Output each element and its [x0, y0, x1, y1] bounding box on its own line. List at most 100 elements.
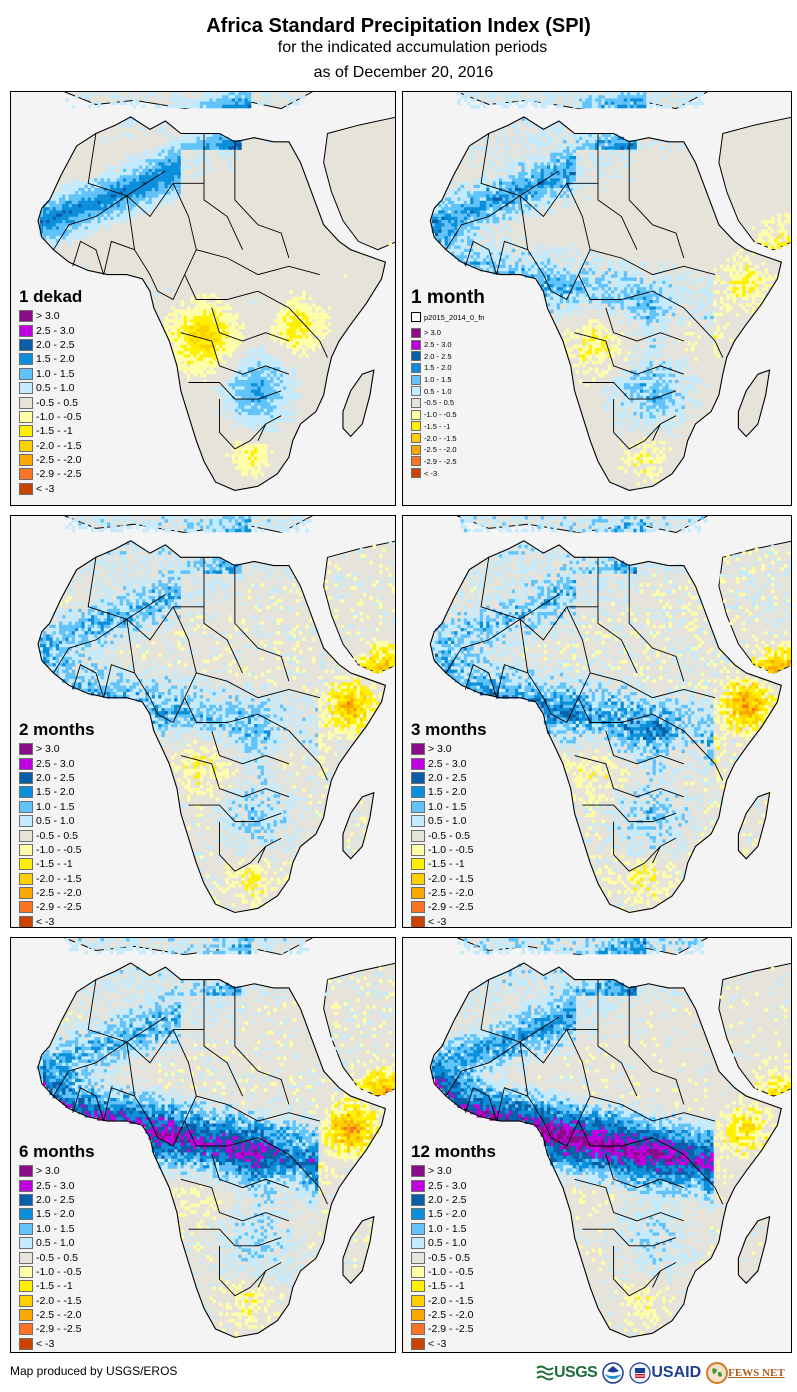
legend-label: 2.0 - 2.5 [36, 339, 75, 351]
legend-swatch [411, 757, 425, 770]
legend-swatch [411, 872, 425, 885]
legend-swatch [411, 456, 421, 467]
legend-item: 1.0 - 1.5 [411, 800, 487, 814]
date-line: as of December 20, 2016 [0, 64, 797, 82]
legend-label: -2.5 - -2.0 [36, 454, 82, 466]
country-borders [53, 557, 328, 872]
legend-item: -0.5 - 0.5 [411, 1250, 496, 1264]
country-border [480, 557, 598, 641]
legend-item: < -3 [411, 1337, 496, 1351]
legend-label: -1.5 - -1 [428, 1280, 465, 1292]
legend-swatch [19, 324, 33, 337]
legend-swatch [19, 800, 33, 813]
country-border [304, 324, 328, 358]
legend-title: 12 months [411, 1143, 496, 1161]
spi-map [37, 92, 395, 491]
legend-label: 0.5 - 1.0 [36, 815, 75, 827]
legend-swatch [19, 1309, 33, 1322]
red-sea [304, 565, 343, 657]
legend-label: 1.5 - 2.0 [36, 786, 75, 798]
spi-map [429, 516, 791, 914]
country-border [496, 240, 528, 275]
country-border [597, 133, 638, 250]
map-legend: 1 dekad > 3.0 2.5 - 3.0 2.0 - 2.5 1.5 - 2.0 1… [19, 288, 82, 496]
madagascar-landmass [342, 370, 374, 437]
legend-swatch [19, 1337, 33, 1350]
country-border [699, 324, 724, 358]
country-border [53, 1016, 166, 1097]
country-border [188, 382, 282, 400]
legend-swatch [19, 1193, 33, 1206]
legend-swatch [19, 1222, 33, 1235]
legend-item: -2.9 - -2.5 [19, 1322, 95, 1336]
noaa-logo [602, 1362, 625, 1384]
legend-label: 0.5 - 1.0 [428, 1237, 467, 1249]
legend-swatch [19, 1165, 33, 1178]
country-border [613, 399, 677, 450]
legend-label: > 3.0 [428, 1165, 452, 1177]
legend-item: -2.5 - -2.0 [411, 444, 485, 456]
legend-label: -2.9 - -2.5 [428, 901, 474, 913]
legend-label: -2.5 - -2.0 [428, 1309, 474, 1321]
legend-label: 2.0 - 2.5 [428, 772, 467, 784]
legend-swatch [19, 872, 33, 885]
country-border [582, 382, 677, 400]
legend-label: > 3.0 [36, 310, 60, 322]
legend-item: -0.5 - 0.5 [19, 395, 82, 409]
legend-item: > 3.0 [411, 1164, 496, 1178]
legend-item: 2.0 - 2.5 [19, 1193, 95, 1207]
fewsnet-wordmark: FEWS NET [728, 1367, 785, 1379]
country-borders [53, 979, 328, 1297]
legend-label: -0.5 - 0.5 [424, 398, 454, 407]
country-border [87, 979, 204, 1064]
country-border [188, 804, 282, 823]
country-border [234, 565, 290, 682]
legend-label: > 3.0 [428, 743, 452, 755]
country-border [184, 1120, 305, 1172]
country-border [597, 557, 638, 674]
usaid-seal-icon [629, 1362, 651, 1384]
map-panel-month1: 1 month p2015_2014_0_fn > 3.0 2.5 - 3.0 2.0 … [402, 91, 792, 506]
legend-item: -0.5 - 0.5 [19, 828, 95, 842]
legend-item: -1.0 - -0.5 [19, 410, 82, 424]
country-border [566, 1029, 591, 1122]
country-border [628, 565, 685, 682]
legend-label: < -3 [36, 1338, 54, 1350]
legend-label: -0.5 - 0.5 [36, 397, 78, 409]
legend-swatch [411, 351, 421, 362]
legend-item: -2.0 - -1.5 [19, 439, 82, 453]
legend-swatch [411, 1280, 425, 1293]
legend-label: 2.5 - 3.0 [36, 1180, 75, 1192]
legend-swatch [411, 312, 421, 322]
legend-swatch [411, 1208, 425, 1221]
legend-label: 2.5 - 3.0 [36, 325, 75, 337]
usaid-wordmark: USAID [651, 1364, 701, 1382]
country-border [218, 399, 282, 450]
map-legend: 6 months > 3.0 2.5 - 3.0 2.0 - 2.5 1.5 - 2.0… [19, 1143, 95, 1351]
map-panel-dekad1: 1 dekad > 3.0 2.5 - 3.0 2.0 - 2.5 1.5 - 2.0 1… [10, 91, 396, 506]
fewsnet-globe-icon [706, 1362, 729, 1384]
map-legend: 3 months > 3.0 2.5 - 3.0 2.0 - 2.5 1.5 - 2.0… [411, 721, 487, 927]
legend-label: 1.0 - 1.5 [36, 1223, 75, 1235]
country-border [304, 1170, 328, 1205]
spi-map [36, 938, 395, 1339]
legend-swatch [19, 1294, 33, 1307]
legend-label: -2.0 - -1.5 [36, 873, 82, 885]
legend-item: -2.5 - -2.0 [19, 886, 95, 900]
country-border [578, 274, 700, 325]
country-border [542, 1120, 579, 1147]
map-panel-month2: 2 months > 3.0 2.5 - 3.0 2.0 - 2.5 1.5 - 2.0… [10, 515, 396, 928]
legend-swatch [19, 815, 33, 828]
legend-label: 1.5 - 2.0 [428, 1208, 467, 1220]
legend-item: 2.0 - 2.5 [411, 771, 487, 785]
legend-swatch [19, 1208, 33, 1221]
country-border [180, 755, 290, 798]
country-border [172, 183, 197, 275]
legend-label: 2.0 - 2.5 [424, 352, 452, 361]
legend-swatch [411, 468, 421, 479]
legend-label: 2.0 - 2.5 [36, 1194, 75, 1206]
legend-swatch [19, 843, 33, 856]
africa-landmass [430, 116, 782, 491]
spi-map [37, 516, 395, 914]
usgs-logo: USGS [536, 1364, 598, 1382]
